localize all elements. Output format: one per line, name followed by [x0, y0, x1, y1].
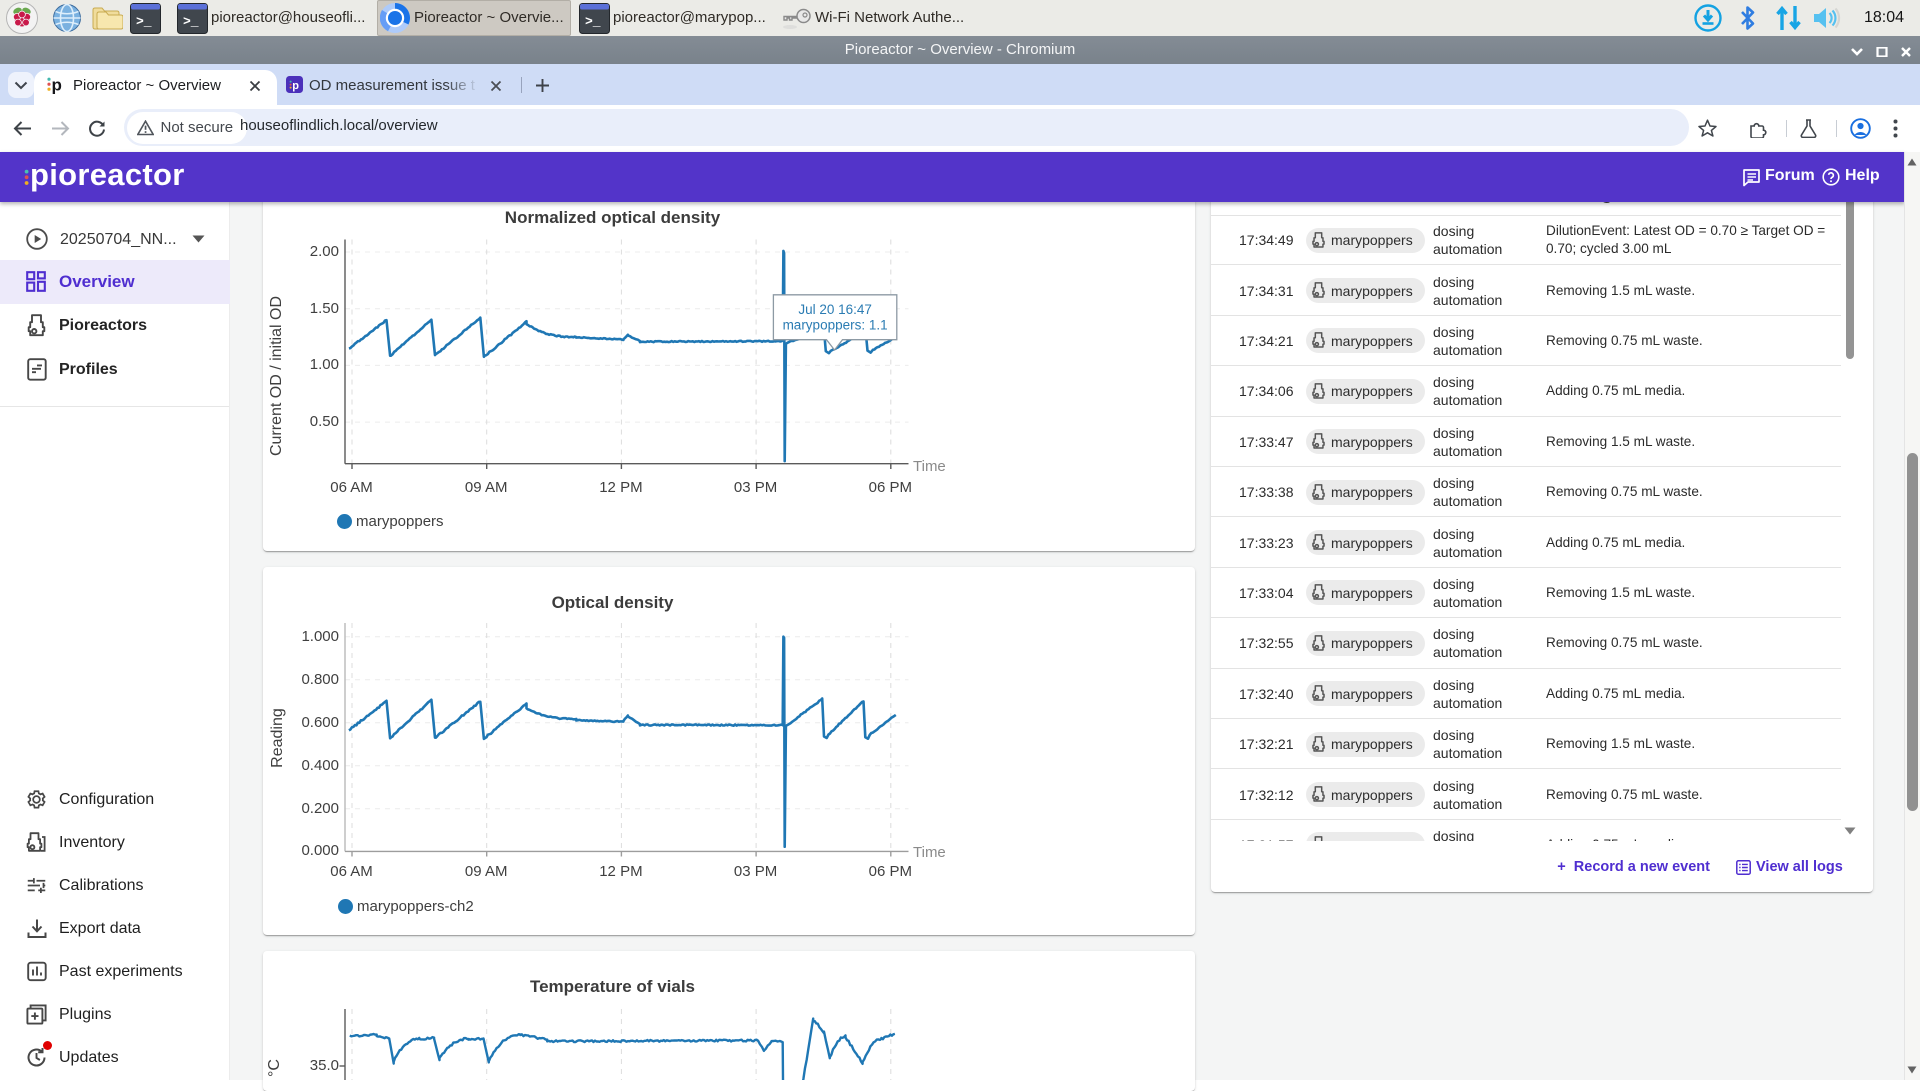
- svg-text:p: p: [292, 80, 299, 92]
- svg-text:>_: >_: [183, 14, 199, 29]
- svg-text:>_: >_: [136, 14, 152, 29]
- svg-text:Jul 20 16:47: Jul 20 16:47: [798, 302, 872, 317]
- svg-text:marypoppers: 1.1: marypoppers: 1.1: [782, 318, 887, 333]
- svg-text:>_: >_: [585, 14, 601, 29]
- svg-text:p: p: [52, 76, 62, 95]
